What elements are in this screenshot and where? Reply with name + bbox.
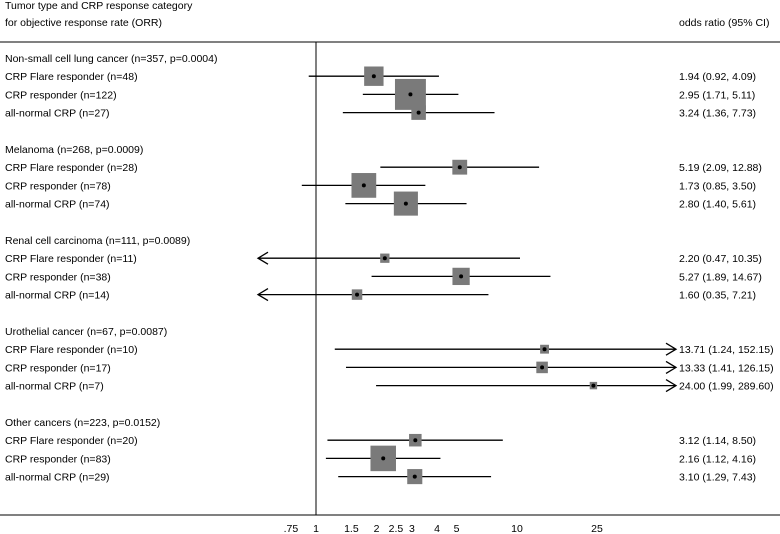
row-label: all-normal CRP (n=14) [5,290,110,302]
row-label: CRP responder (n=78) [5,180,111,192]
odds-ratio-text: 2.16 (1.12, 4.16) [679,453,756,465]
odds-ratio-text: 2.20 (0.47, 10.35) [679,253,762,265]
ci-arrow-right [665,342,678,356]
odds-ratio-text: 1.60 (0.35, 7.21) [679,290,756,302]
ci-arrow-right [665,379,678,393]
row-label: all-normal CRP (n=7) [5,381,104,393]
x-tick-label: 1 [313,523,319,534]
point-estimate [381,456,386,461]
row-label: CRP Flare responder (n=48) [5,71,138,83]
row-label: CRP responder (n=122) [5,89,117,101]
row-label: CRP Flare responder (n=20) [5,435,138,447]
odds-ratio-text: 1.94 (0.92, 4.09) [679,71,756,83]
point-estimate [457,165,462,170]
point-estimate [355,292,360,297]
odds-ratio-text: 3.12 (1.14, 8.50) [679,435,756,447]
x-tick-label: .75 [284,523,299,534]
odds-ratio-text: 3.24 (1.36, 7.73) [679,108,756,120]
odds-ratio-text: 3.10 (1.29, 7.43) [679,472,756,484]
group-label: Other cancers (n=223, p=0.0152) [5,417,160,429]
group-label: Melanoma (n=268, p=0.0009) [5,144,143,156]
row-label: CRP responder (n=17) [5,362,111,374]
point-estimate [591,383,596,388]
x-tick-label: 1.5 [344,523,359,534]
x-tick-label: 4 [434,523,440,534]
row-label: CRP Flare responder (n=10) [5,344,138,356]
odds-ratio-text: 24.00 (1.99, 289.60) [679,381,774,393]
x-tick-label: 5 [454,523,460,534]
odds-ratio-text: 5.27 (1.89, 14.67) [679,271,762,283]
ci-arrow-left [256,251,269,265]
row-label: CRP Flare responder (n=11) [5,253,137,265]
row-label: CRP responder (n=83) [5,453,111,465]
x-tick-label: 2.5 [389,523,404,534]
point-estimate [412,474,417,479]
point-estimate [413,438,418,443]
forest-rows: Non-small cell lung cancer (n=357, p=0.0… [5,42,774,515]
point-estimate [542,347,547,352]
point-estimate [382,256,387,261]
point-estimate [540,365,545,370]
odds-ratio-text: 13.71 (1.24, 152.15) [679,344,774,356]
point-estimate [371,74,376,79]
row-label: CRP Flare responder (n=28) [5,162,138,174]
odds-ratio-text: 1.73 (0.85, 3.50) [679,180,756,192]
header-right: odds ratio (95% CI) [679,17,769,29]
x-tick-label: 10 [511,523,523,534]
row-label: CRP responder (n=38) [5,271,111,283]
group-label: Non-small cell lung cancer (n=357, p=0.0… [5,53,217,65]
point-estimate [408,92,413,97]
x-tick-label: 25 [591,523,603,534]
odds-ratio-text: 5.19 (2.09, 12.88) [679,162,762,174]
row-label: all-normal CRP (n=27) [5,108,110,120]
odds-ratio-text: 13.33 (1.41, 126.15) [679,362,774,374]
point-estimate [416,110,421,115]
header-left-line-2: for objective response rate (ORR) [5,17,162,29]
ci-arrow-right [665,360,678,374]
odds-ratio-text: 2.80 (1.40, 5.61) [679,199,756,211]
point-estimate [403,201,408,206]
ci-arrow-left [256,288,269,302]
point-estimate [459,274,464,279]
group-label: Renal cell carcinoma (n=111, p=0.0089) [5,235,190,247]
row-label: all-normal CRP (n=74) [5,199,110,211]
x-axis: .75 1 1.5 2 2.5 3 4 5 10 25 [284,523,603,534]
row-label: all-normal CRP (n=29) [5,472,110,484]
header-left-line-1: Tumor type and CRP response category [5,0,193,12]
x-tick-label: 3 [409,523,415,534]
odds-ratio-text: 2.95 (1.71, 5.11) [679,89,755,101]
group-label: Urothelial cancer (n=67, p=0.0087) [5,326,167,338]
x-tick-label: 2 [374,523,380,534]
point-estimate [361,183,366,188]
